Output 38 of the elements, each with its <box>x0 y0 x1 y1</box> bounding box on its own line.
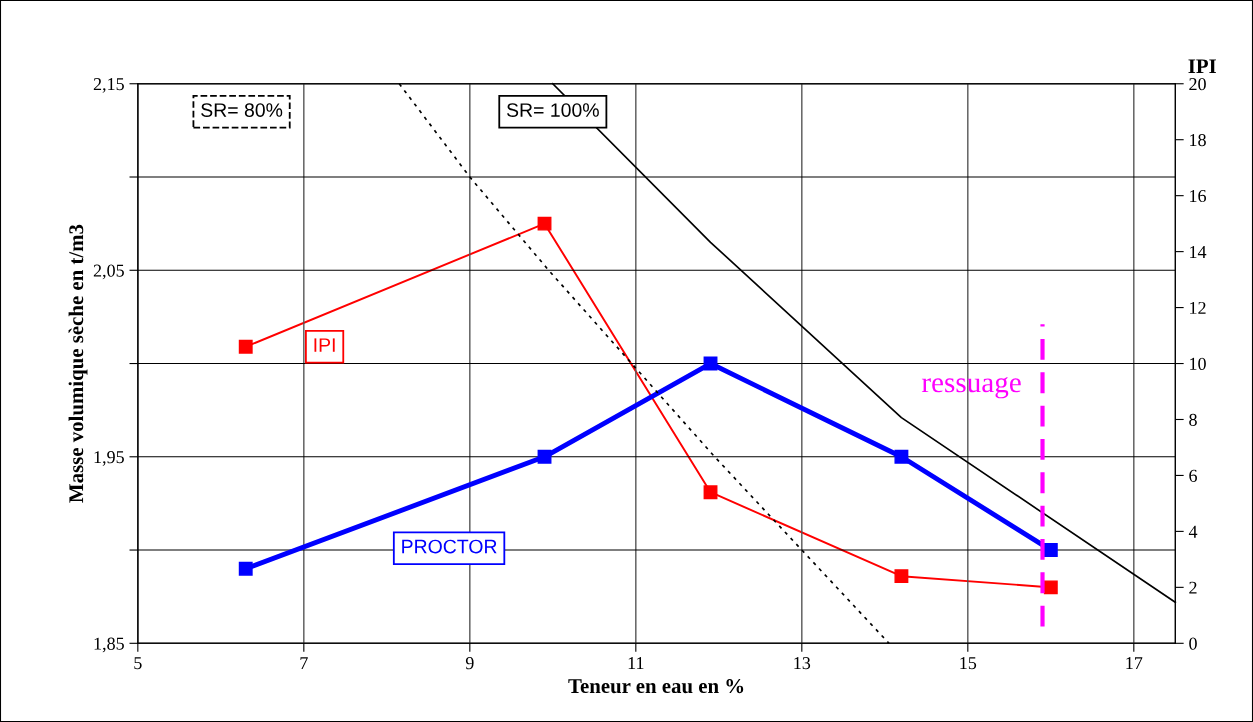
y2-tick-label: 10 <box>1190 357 1206 370</box>
point <box>894 449 909 464</box>
x-tick-label: 17 <box>1126 657 1143 670</box>
series-label: IPI <box>314 338 335 352</box>
point <box>1043 580 1058 595</box>
text: SR= 80% <box>201 103 283 117</box>
point <box>537 449 552 464</box>
y-tick-label: 1,85 <box>94 637 124 653</box>
x-tick-label: 9 <box>465 657 474 670</box>
y-axis-title: Masse volumique sèche en t/m3 <box>68 224 88 503</box>
y2-axis-title: IPI <box>1188 59 1216 74</box>
y2-tick-label: 8 <box>1189 413 1197 426</box>
x-tick-label: 15 <box>960 657 977 670</box>
point <box>703 485 718 500</box>
x-axis-title: Teneur en eau en % <box>568 679 744 694</box>
y2-tick-label: 12 <box>1190 301 1206 314</box>
point <box>537 216 552 231</box>
y2-tick-label: 4 <box>1188 525 1198 538</box>
x-tick-label: 13 <box>794 657 811 670</box>
x-tick-label: 11 <box>628 657 644 670</box>
x-tick-label: 7 <box>300 657 308 670</box>
x-tick-label: 5 <box>134 657 142 670</box>
point <box>238 561 253 576</box>
series-label: PROCTOR <box>402 539 497 554</box>
point <box>238 339 253 354</box>
point <box>1043 543 1058 557</box>
point <box>894 569 909 584</box>
y-tick-label: 2,05 <box>93 264 124 280</box>
series-label: SR= 100% <box>506 103 599 117</box>
y2-tick-label: 16 <box>1190 189 1207 203</box>
y2-tick-label: 6 <box>1189 469 1197 482</box>
y2-tick-label: 14 <box>1190 245 1207 258</box>
y2-tick-label: 2 <box>1189 581 1197 594</box>
y-tick-label: 1,95 <box>94 451 124 466</box>
y2-tick-label: 18 <box>1190 133 1206 147</box>
y2-tick-label: 0 <box>1189 637 1197 650</box>
y2-tick-label: 20 <box>1189 78 1206 91</box>
y-tick-label: 2,15 <box>93 78 124 93</box>
